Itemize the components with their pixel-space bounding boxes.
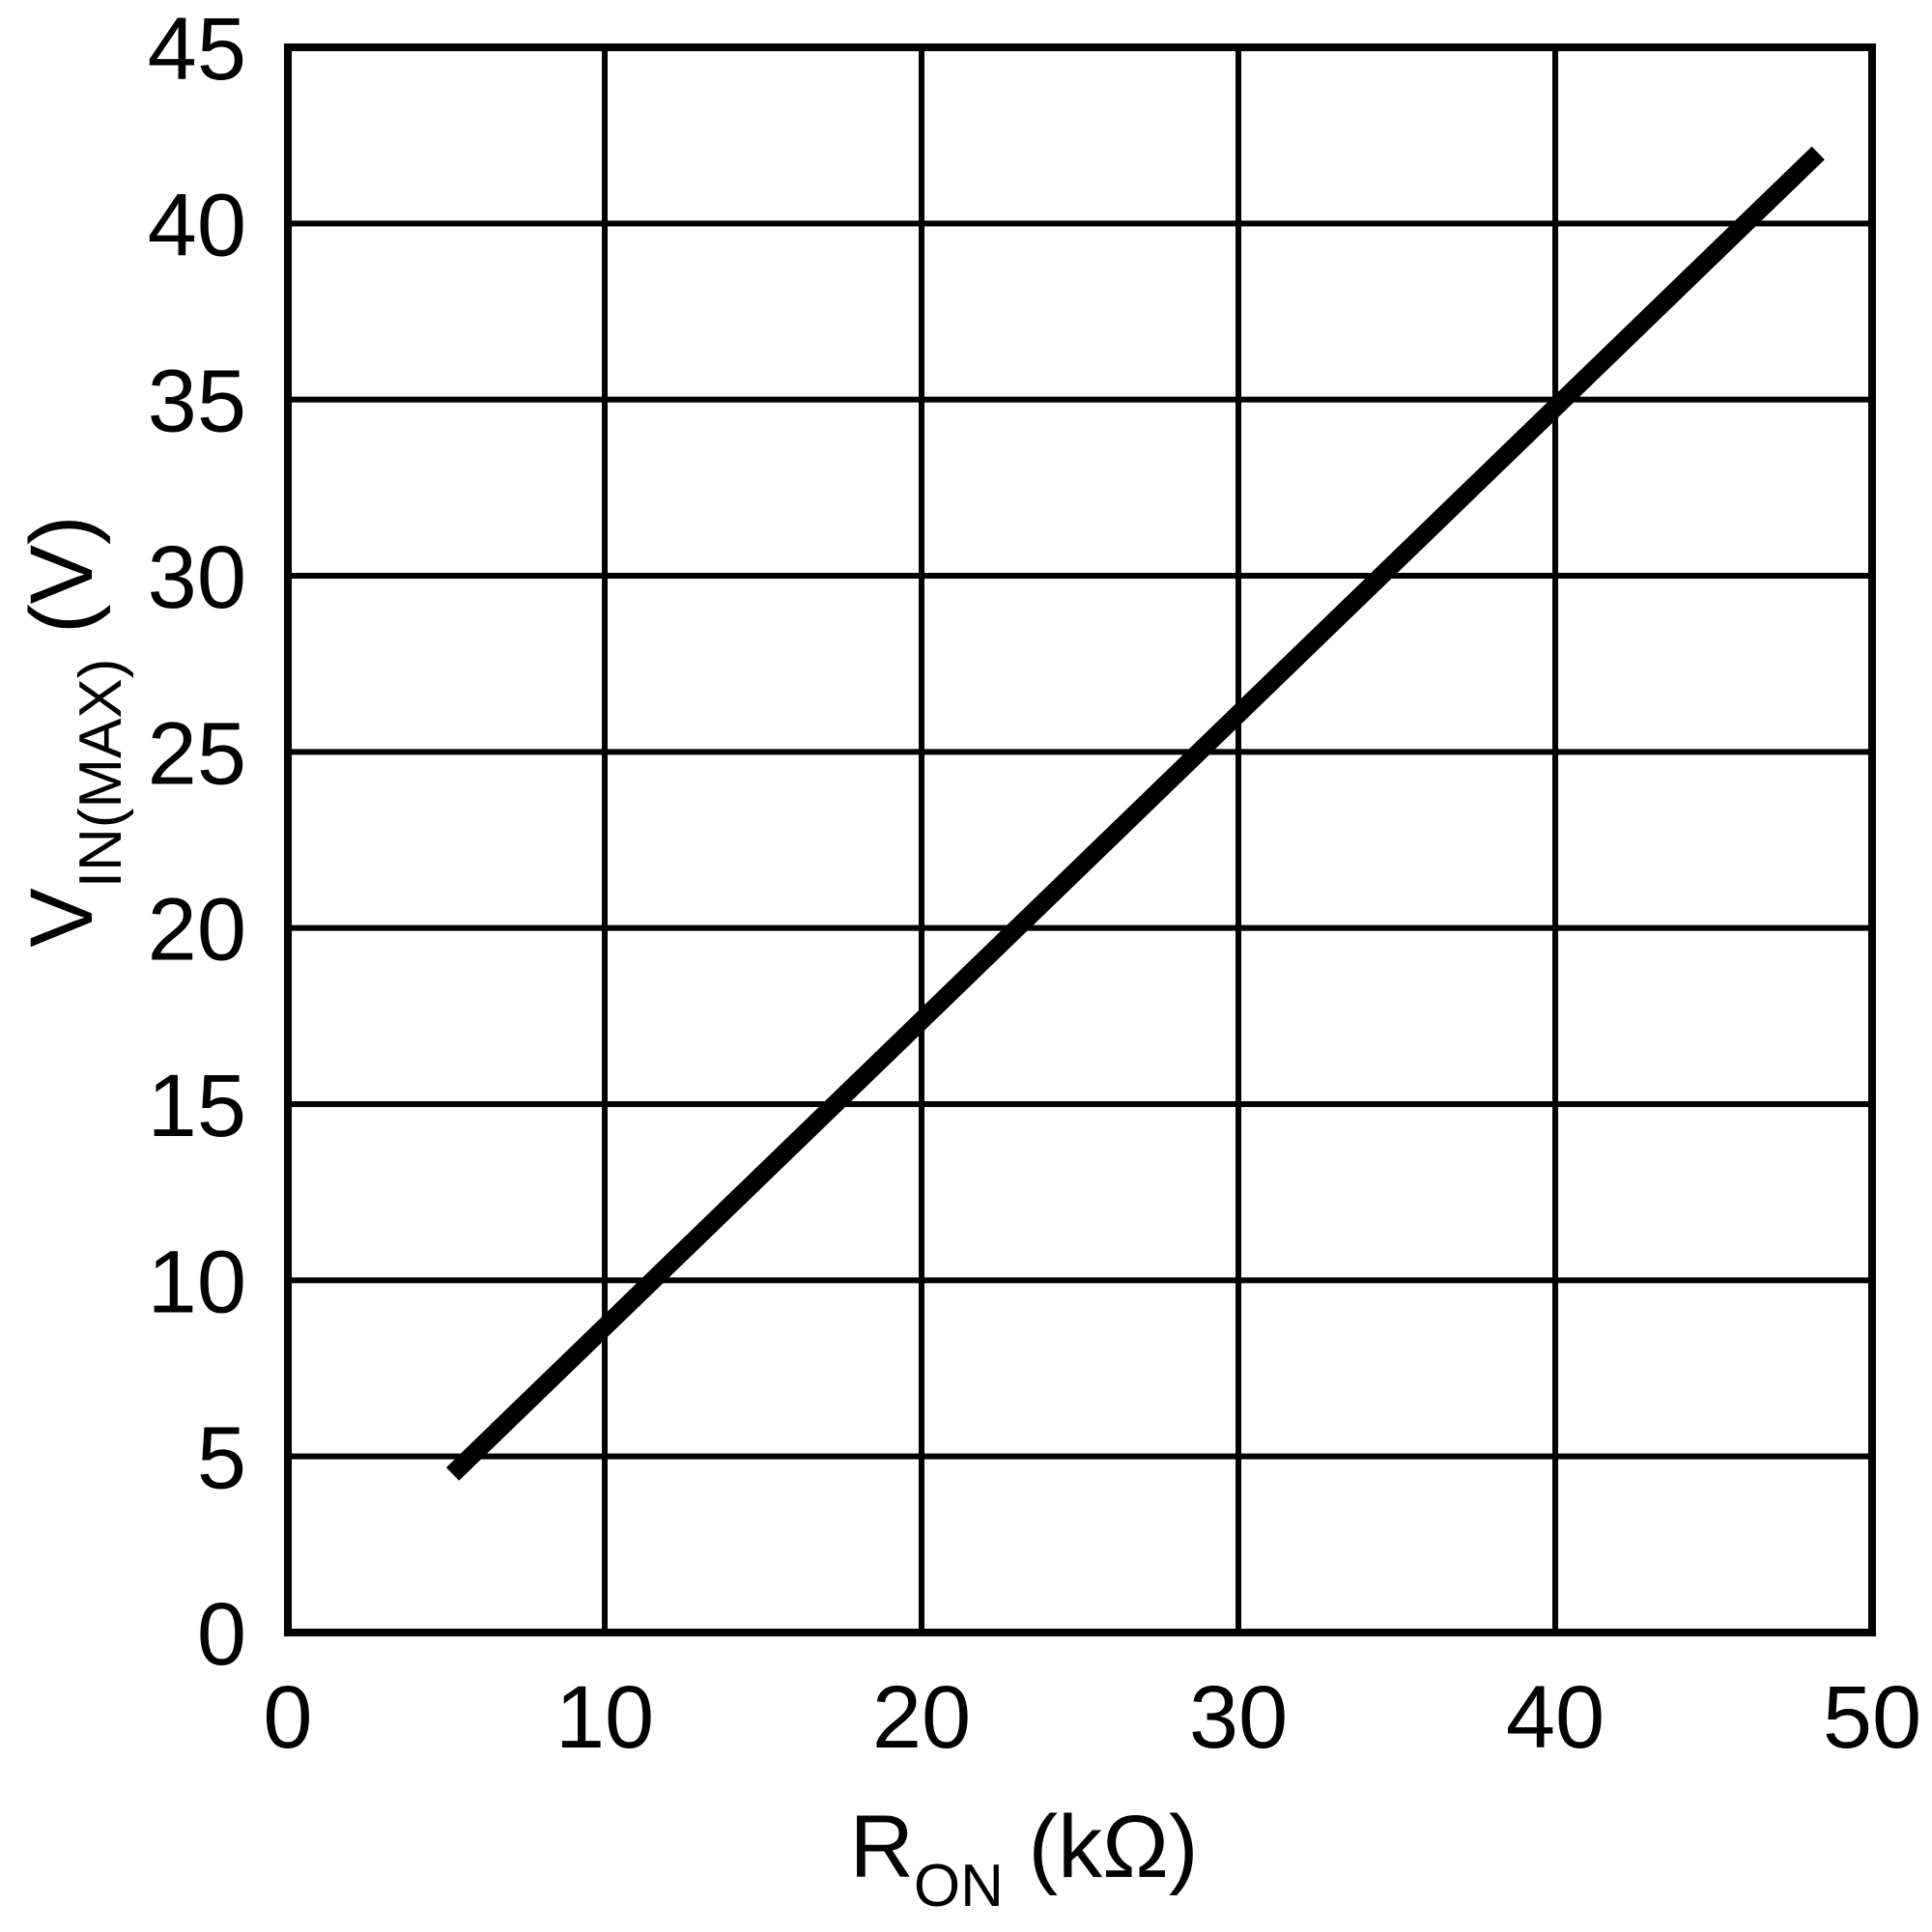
x-tick-labels: 0 10 20 30 40 50 xyxy=(263,1668,1921,1767)
data-line xyxy=(445,146,1825,1481)
y-tick-label: 5 xyxy=(197,1409,246,1508)
axis-title-text: (kΩ) xyxy=(1004,1798,1199,1896)
axis-title-text: R xyxy=(849,1798,913,1896)
y-tick-label: 0 xyxy=(197,1585,246,1684)
axis-title-subscript: IN(MAX) xyxy=(68,659,134,889)
y-tick-label: 15 xyxy=(148,1057,246,1155)
axis-title-text: V xyxy=(13,888,111,947)
x-tick-label: 0 xyxy=(263,1668,312,1767)
axis-title-text: (V) xyxy=(13,515,111,658)
y-tick-label: 30 xyxy=(148,528,246,627)
axis-title-subscript: ON xyxy=(914,1853,1004,1919)
y-tick-label: 45 xyxy=(148,0,246,99)
plot-border xyxy=(284,43,1876,1636)
x-tick-label: 10 xyxy=(555,1668,654,1767)
y-tick-label: 10 xyxy=(148,1233,246,1331)
x-tick-label: 40 xyxy=(1506,1668,1605,1767)
x-tick-label: 30 xyxy=(1189,1668,1288,1767)
x-tick-label: 20 xyxy=(872,1668,971,1767)
x-tick-label: 50 xyxy=(1823,1668,1921,1767)
y-tick-label: 40 xyxy=(148,176,246,274)
y-tick-label: 25 xyxy=(148,704,246,803)
series-lines xyxy=(445,146,1825,1481)
y-tick-label: 20 xyxy=(148,881,246,980)
y-tick-labels: 0 5 10 15 20 25 30 35 40 45 xyxy=(148,0,246,1684)
gridlines xyxy=(288,47,1872,1633)
x-axis-title: RON (kΩ) xyxy=(849,1798,1198,1919)
y-tick-label: 35 xyxy=(148,353,246,451)
y-axis-title: VIN(MAX) (V) xyxy=(13,515,134,947)
